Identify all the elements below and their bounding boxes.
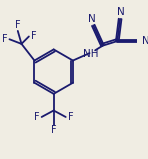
Text: F: F bbox=[15, 20, 21, 30]
Text: NH: NH bbox=[83, 49, 98, 59]
Text: F: F bbox=[31, 31, 36, 41]
Text: N: N bbox=[142, 36, 148, 46]
Text: F: F bbox=[34, 112, 40, 122]
Text: F: F bbox=[2, 34, 8, 44]
Text: N: N bbox=[89, 14, 96, 24]
Text: F: F bbox=[51, 125, 57, 135]
Text: N: N bbox=[117, 7, 125, 17]
Text: F: F bbox=[67, 112, 73, 122]
